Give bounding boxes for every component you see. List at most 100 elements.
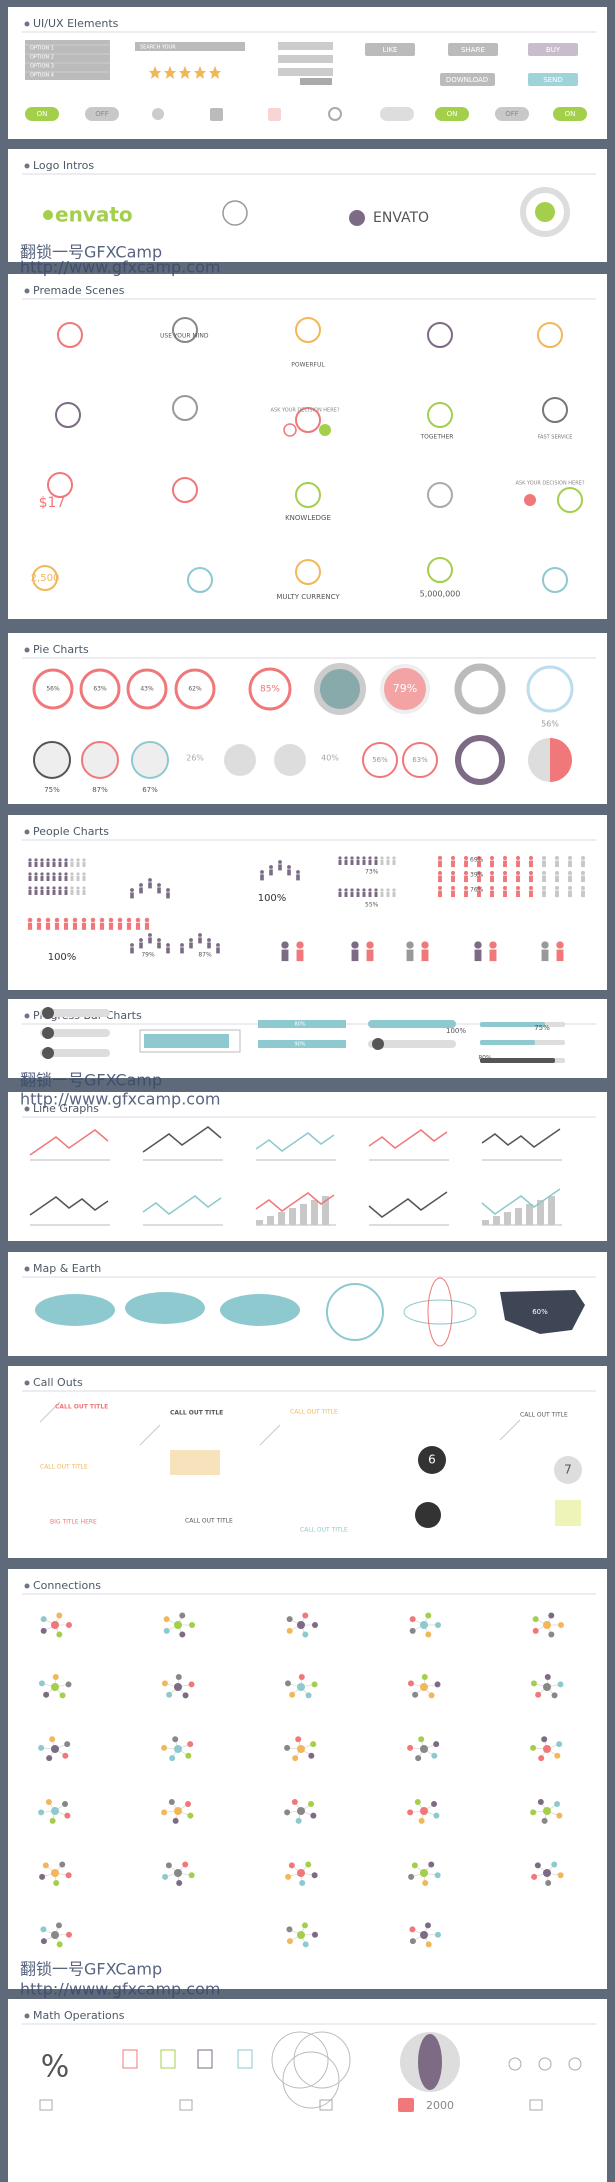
icon-box [350,860,354,865]
icon-circle [64,886,68,890]
icon-circle [72,917,78,923]
label: CALL OUT TITLE [170,1410,223,1417]
icon-circle [349,210,365,226]
icon-box [166,892,170,899]
icon-circle [368,888,372,892]
section-bullet [24,21,30,27]
icon-circle [51,1745,59,1753]
icon-box [477,860,481,868]
icon-circle [326,1283,384,1341]
label: 2,500 [31,573,60,584]
icon-circle [409,1627,416,1634]
icon-circle [515,870,521,876]
icon-circle [59,1861,66,1868]
icon-box [374,860,378,865]
label: 63% [412,756,428,764]
icon-box [503,890,507,898]
icon-circle [502,870,508,876]
atom [427,1277,453,1347]
icon-circle [380,856,384,860]
icon-circle [425,1941,432,1948]
icon-line [39,1401,61,1423]
icon-circle [189,1622,195,1628]
icon-circle [42,1027,54,1039]
icon-circle [528,885,534,891]
label: OPTION 1 [30,46,54,52]
icon-box [210,108,223,121]
label: CALL OUT TITLE [520,1412,568,1419]
icon-box [197,2049,213,2069]
icon-circle [302,1612,309,1619]
icon-box [122,2049,138,2069]
icon-circle [163,1616,170,1623]
icon-circle [162,1873,169,1880]
icon-circle [51,1621,59,1629]
icon-circle [297,1807,305,1815]
icon-circle [534,1862,541,1869]
icon-box [542,890,546,898]
icon-circle [314,663,366,715]
section-title: Premade Scenes [33,284,125,297]
icon-circle [310,1741,317,1748]
icon-box [157,887,161,894]
icon-circle [450,885,456,891]
icon-circle [434,1931,441,1938]
icon-circle [418,1446,446,1474]
icon-box [351,949,359,962]
icon-circle [56,1612,63,1619]
icon-circle [187,567,213,593]
label: POWERFUL [291,362,325,369]
icon-box [296,874,300,881]
section-title: Math Operations [33,2009,125,2022]
icon-circle [541,941,549,949]
icon-circle [57,322,83,348]
panel [8,274,607,619]
icon-box [542,860,546,868]
icon-circle [174,1745,182,1753]
icon-box [278,55,333,63]
section-title: People Charts [33,825,109,838]
section-title: Logo Intros [33,159,94,172]
icon-box [260,874,264,881]
icon-circle [28,872,32,876]
icon-circle [185,1752,192,1759]
icon-circle [56,1941,63,1948]
icon-circle [139,883,143,887]
icon-circle [288,1862,295,1869]
section-title: Connections [33,1579,101,1592]
icon-box [139,942,143,949]
icon-circle [567,885,573,891]
icon-box [189,942,193,949]
label: 43% [140,686,154,693]
label: ON [447,110,458,118]
label: 75% [44,786,60,794]
icon-box [362,892,366,897]
icon-circle [308,1801,315,1808]
icon-box [362,860,366,865]
icon-circle [415,1755,422,1762]
icon-circle [312,1622,318,1628]
label: BIG TITLE HERE [50,1519,97,1526]
icon-circle [187,1741,194,1748]
icon-circle [34,872,38,876]
icon-box [529,875,533,883]
label: 80% [478,1055,492,1062]
icon-circle [172,317,198,343]
icon-box [76,890,80,895]
icon-circle [424,1922,431,1929]
lens [418,2034,442,2090]
icon-circle [455,735,505,785]
icon-box [216,947,220,954]
icon-box [380,860,384,865]
icon-box [278,864,282,871]
icon-circle [54,917,60,923]
icon-circle [427,557,453,583]
icon-box [503,860,507,868]
icon-circle [425,1612,432,1619]
icon-circle [402,742,438,778]
icon-circle [530,1744,537,1751]
icon-circle [28,886,32,890]
icon-box [495,107,529,121]
icon-circle [62,1752,69,1759]
icon-circle [554,1801,561,1808]
